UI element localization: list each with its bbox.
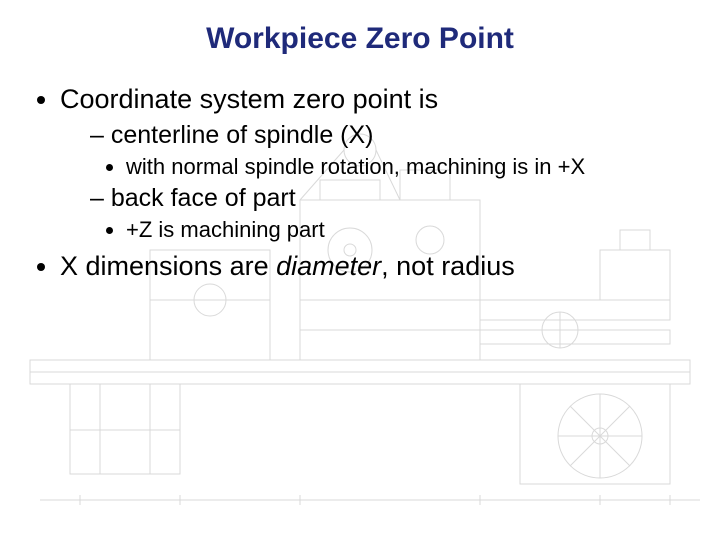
bullet-1b-text: back face of part	[111, 184, 296, 212]
bullet-1a-text: centerline of spindle (X)	[111, 121, 374, 149]
bullet-list-level3: +Z is machining part	[90, 217, 680, 243]
bullet-2: X dimensions are diameter, not radius	[60, 251, 680, 282]
bullet-2-post: , not radius	[381, 251, 515, 281]
bullet-1b: back face of part +Z is machining part	[90, 184, 680, 243]
bullet-1-text: Coordinate system zero point is	[60, 84, 438, 114]
bullet-list-level3: with normal spindle rotation, machining …	[90, 154, 680, 180]
bullet-2-pre: X dimensions are	[60, 251, 276, 281]
bullet-1: Coordinate system zero point is centerli…	[60, 84, 680, 243]
bullet-1b-i: +Z is machining part	[126, 217, 680, 243]
bullet-list-level1: Coordinate system zero point is centerli…	[40, 84, 680, 282]
bullet-2-em: diameter	[276, 251, 381, 281]
slide-content: Workpiece Zero Point Coordinate system z…	[0, 0, 720, 540]
slide-title: Workpiece Zero Point	[40, 22, 680, 56]
bullet-1a: centerline of spindle (X) with normal sp…	[90, 121, 680, 180]
bullet-1a-i: with normal spindle rotation, machining …	[126, 154, 680, 180]
bullet-list-level2: centerline of spindle (X) with normal sp…	[60, 121, 680, 243]
